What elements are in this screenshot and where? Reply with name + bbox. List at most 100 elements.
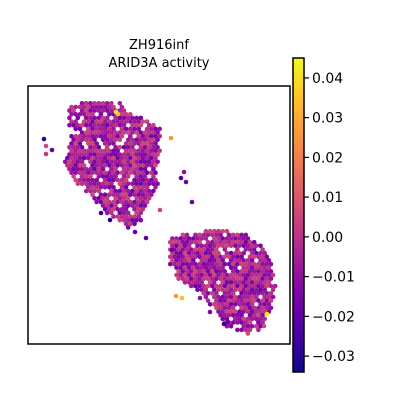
spot — [142, 159, 148, 165]
spot — [245, 243, 251, 249]
spot — [79, 166, 85, 172]
spot — [153, 170, 158, 175]
spot — [142, 166, 148, 172]
spot — [86, 177, 91, 183]
spot — [79, 101, 85, 106]
spot — [243, 232, 249, 238]
spot — [130, 159, 135, 165]
spot — [199, 258, 204, 263]
spot — [241, 309, 246, 314]
spot — [123, 192, 129, 197]
spot — [151, 188, 156, 194]
spot — [184, 247, 190, 252]
spot — [188, 247, 194, 252]
spot — [104, 196, 110, 201]
spot — [188, 254, 194, 260]
spot — [136, 148, 141, 154]
spot — [121, 174, 127, 179]
spot — [209, 283, 215, 289]
spot — [88, 108, 93, 113]
spot — [73, 119, 78, 124]
spot — [178, 175, 184, 181]
spot — [111, 199, 116, 205]
spot — [96, 196, 102, 201]
spot — [239, 312, 244, 318]
spot — [128, 170, 133, 175]
spot — [209, 261, 215, 267]
spot — [182, 258, 188, 263]
spot — [228, 294, 234, 300]
spot — [123, 163, 129, 168]
spot — [195, 243, 200, 249]
spot — [88, 152, 93, 157]
spot — [191, 265, 196, 271]
spot — [140, 199, 146, 205]
spot — [256, 305, 261, 311]
spot — [151, 144, 156, 150]
spot — [197, 247, 202, 252]
spot — [144, 199, 150, 205]
spot — [253, 294, 259, 300]
spot — [251, 312, 257, 318]
spot — [81, 155, 87, 161]
spot — [201, 254, 207, 260]
spot — [228, 309, 234, 314]
spot — [142, 188, 148, 194]
spot — [94, 133, 99, 139]
spot — [77, 133, 83, 139]
spot — [71, 152, 76, 157]
spot — [136, 170, 141, 175]
spot — [205, 261, 211, 267]
spot — [218, 254, 223, 260]
spot — [247, 254, 253, 260]
plot-frame — [27, 85, 291, 345]
spot — [201, 232, 207, 238]
spot — [247, 261, 253, 267]
spot — [136, 163, 141, 168]
spot — [121, 181, 127, 186]
spot — [100, 122, 106, 128]
spot — [247, 312, 253, 318]
spot — [245, 280, 251, 285]
spot — [83, 152, 89, 157]
spot — [243, 298, 249, 303]
spot — [212, 258, 217, 263]
spot — [268, 291, 274, 296]
spot — [102, 199, 108, 205]
spot — [214, 254, 219, 260]
spot — [153, 185, 158, 190]
spot — [237, 243, 242, 249]
spot — [258, 265, 263, 271]
spot — [81, 148, 87, 154]
spot — [230, 261, 236, 267]
spot — [132, 119, 137, 124]
spot — [169, 247, 175, 253]
spot — [146, 181, 152, 186]
spot — [132, 148, 137, 154]
spot — [142, 181, 148, 186]
spot — [174, 243, 179, 249]
spot — [81, 170, 87, 175]
spot — [212, 272, 217, 278]
spot — [102, 155, 108, 161]
spot — [251, 298, 257, 303]
spot — [67, 152, 72, 157]
spot — [94, 119, 99, 124]
spot — [121, 217, 127, 223]
spot — [256, 291, 261, 296]
spot — [113, 115, 118, 121]
spot — [188, 283, 194, 289]
spot — [79, 130, 85, 135]
spot — [92, 115, 97, 121]
spot — [176, 276, 181, 282]
spot — [143, 235, 149, 241]
spot — [138, 159, 144, 165]
spot — [77, 112, 83, 117]
spot — [77, 177, 83, 183]
spot — [224, 250, 230, 256]
spot — [132, 214, 137, 219]
spot — [233, 250, 238, 256]
spot — [180, 269, 186, 274]
spot — [157, 148, 162, 154]
